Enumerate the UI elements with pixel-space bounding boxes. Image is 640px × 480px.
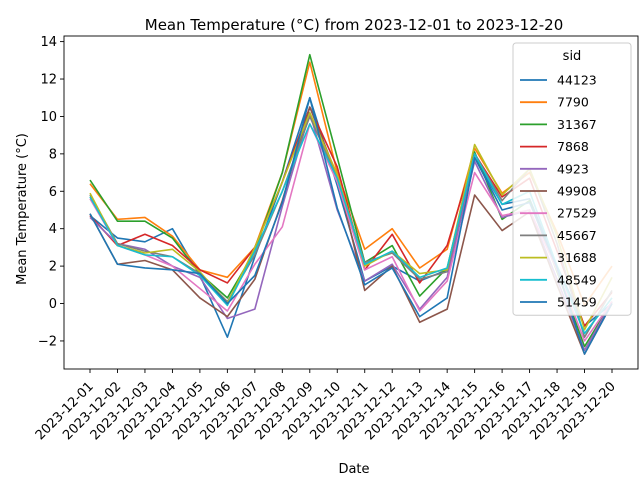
y-tick-label: 6 xyxy=(49,185,57,200)
y-tick-label: 8 xyxy=(49,147,57,162)
legend-label-31367: 31367 xyxy=(557,117,597,132)
legend-label-7790: 7790 xyxy=(557,95,589,110)
legend-label-7868: 7868 xyxy=(557,139,589,154)
y-tick-label: 2 xyxy=(49,260,57,275)
legend-label-44123: 44123 xyxy=(557,73,597,88)
y-tick-label: 14 xyxy=(40,35,57,50)
y-tick-label: 0 xyxy=(49,297,57,312)
legend-title: sid xyxy=(563,49,582,64)
y-tick-label: 12 xyxy=(40,73,57,88)
legend-label-31688: 31688 xyxy=(557,250,597,265)
chart-title: Mean Temperature (°C) from 2023-12-01 to… xyxy=(145,16,563,34)
y-tick-label: 10 xyxy=(40,110,57,125)
y-tick-label: 4 xyxy=(49,222,57,237)
legend-label-4923: 4923 xyxy=(557,161,589,176)
legend-label-45667: 45667 xyxy=(557,228,597,243)
legend-label-51459: 51459 xyxy=(557,295,597,310)
legend-label-27529: 27529 xyxy=(557,206,597,221)
legend-label-49908: 49908 xyxy=(557,184,597,199)
legend: sid 44123 7790 31367 7868 4923 49908 27529 45667… xyxy=(512,42,632,316)
legend-label-48549: 48549 xyxy=(557,272,597,287)
plot-area xyxy=(63,35,639,370)
legend-box xyxy=(512,42,632,316)
x-axis: 2023-12-012023-12-022023-12-032023-12-04… xyxy=(33,369,619,443)
y-axis: −2 0 2 4 6 8 10 12 14 xyxy=(38,35,64,349)
x-axis-title: Date xyxy=(338,462,369,477)
y-axis-title: Mean Temperature (°C) xyxy=(15,133,30,285)
y-tick-label: −2 xyxy=(38,334,57,349)
plot-frame xyxy=(63,35,639,370)
